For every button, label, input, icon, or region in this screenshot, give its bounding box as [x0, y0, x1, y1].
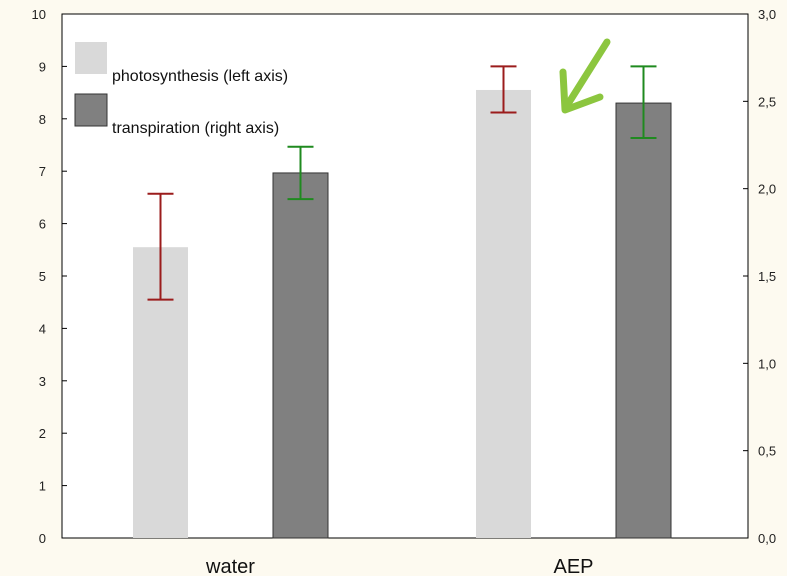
error-bars — [147, 65, 657, 301]
left-tick-label: 5 — [39, 269, 46, 284]
arrow-shaft — [564, 38, 611, 108]
bar — [615, 102, 672, 539]
legend-swatch — [75, 42, 107, 74]
right-tick-label: 0,5 — [758, 444, 776, 459]
bar — [272, 172, 329, 539]
left-tick-label: 10 — [32, 7, 46, 22]
left-tick-label: 0 — [39, 531, 46, 546]
left-tick-label: 6 — [39, 217, 46, 232]
left-tick-label: 9 — [39, 59, 46, 74]
left-tick-label: 1 — [39, 479, 46, 494]
right-tick-label: 0,0 — [758, 531, 776, 546]
right-tick-label: 2,0 — [758, 182, 776, 197]
legend: photosynthesis (left axis) transpiration … — [74, 42, 288, 137]
left-tick-label: 7 — [39, 164, 46, 179]
left-tick-label: 4 — [39, 321, 46, 336]
category-label: water — [205, 556, 255, 576]
left-tick-label: 2 — [39, 426, 46, 441]
arrow-head — [559, 68, 604, 114]
right-tick-label: 1,5 — [758, 269, 776, 284]
category-label: AEP — [553, 556, 593, 576]
left-tick-label: 8 — [39, 112, 46, 127]
legend-label: photosynthesis (left axis) — [112, 68, 288, 85]
left-axis: 0 1 2 3 4 5 6 7 8 9 10 — [32, 7, 67, 546]
annotation-arrow — [559, 38, 611, 114]
legend-label: transpiration (right axis) — [112, 120, 279, 137]
left-tick-label: 3 — [39, 374, 46, 389]
category-labels: water AEP — [205, 556, 593, 576]
right-tick-label: 1,0 — [758, 356, 776, 371]
bars — [133, 89, 672, 539]
right-tick-label: 3,0 — [758, 7, 776, 22]
bar — [476, 89, 531, 538]
right-tick-label: 2,5 — [758, 94, 776, 109]
right-axis: 0,0 0,5 1,0 1,5 2,0 2,5 3,0 — [743, 7, 776, 546]
legend-swatch — [74, 93, 108, 127]
